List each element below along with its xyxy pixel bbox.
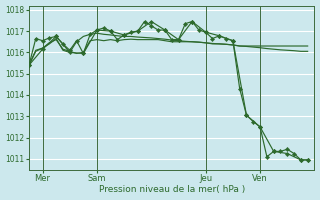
X-axis label: Pression niveau de la mer( hPa ): Pression niveau de la mer( hPa ) xyxy=(99,185,245,194)
